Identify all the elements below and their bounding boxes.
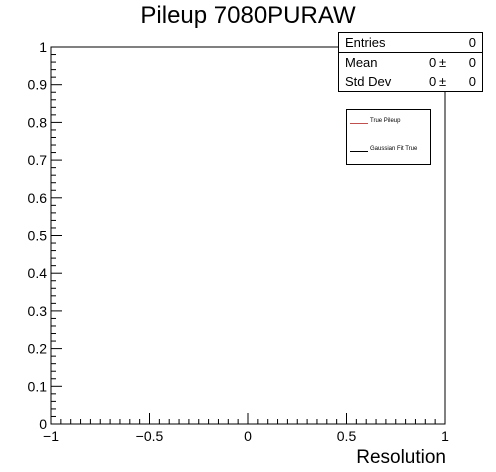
stats-stddev-label: Std Dev (345, 74, 392, 89)
stats-entries-row: Entries 0 (339, 33, 482, 53)
legend-swatch-gaussian-fit (350, 151, 368, 152)
stats-stddev-value: 0 (429, 74, 437, 89)
legend: True Pileup Gaussian Fit True (346, 109, 431, 165)
y-tick-label: 0.2 (28, 341, 48, 357)
legend-label-true-pileup: True Pileup (370, 118, 401, 124)
x-axis-label: Resolution (356, 447, 446, 468)
y-tick-label: 0.4 (28, 265, 48, 281)
y-tick-label: 0.5 (28, 228, 48, 244)
stats-mean-error: 0 (468, 55, 476, 70)
y-tick-label: 0.1 (28, 378, 48, 394)
y-tick-label: 0.9 (28, 77, 48, 93)
legend-label-gaussian-fit: Gaussian Fit True (370, 146, 418, 152)
x-tick-label: 0 (244, 428, 252, 444)
x-tick-label: −0.5 (136, 428, 164, 444)
x-tick-label: 1 (441, 428, 449, 444)
stats-box: Entries 0 Mean 0 ± 0 Std Dev 0 ± 0 (338, 32, 483, 92)
stats-stddev-pm: ± (439, 74, 447, 89)
y-tick-label: 0.3 (28, 303, 48, 319)
stats-mean-label: Mean (345, 55, 378, 70)
plot-frame (50, 46, 446, 425)
y-tick-label: 0.7 (28, 152, 48, 168)
x-tick-label: −1 (43, 428, 59, 444)
chart-title: Pileup 7080PURAW (140, 2, 356, 29)
stats-mean-pm: ± (439, 55, 447, 70)
y-tick-label: 1 (39, 39, 47, 55)
y-tick-label: 0.8 (28, 114, 48, 130)
stats-mean-value: 0 (429, 55, 437, 70)
legend-entry-gaussian-fit: Gaussian Fit True (350, 146, 430, 156)
stats-stddev-error: 0 (468, 74, 476, 89)
x-tick-label: 0.5 (337, 428, 357, 444)
y-tick-label: 0 (39, 416, 47, 432)
stats-entries-value: 0 (468, 35, 476, 50)
stats-entries-label: Entries (345, 35, 386, 50)
legend-entry-true-pileup: True Pileup (350, 118, 430, 128)
legend-swatch-true-pileup (350, 123, 368, 124)
y-tick-label: 0.6 (28, 190, 48, 206)
